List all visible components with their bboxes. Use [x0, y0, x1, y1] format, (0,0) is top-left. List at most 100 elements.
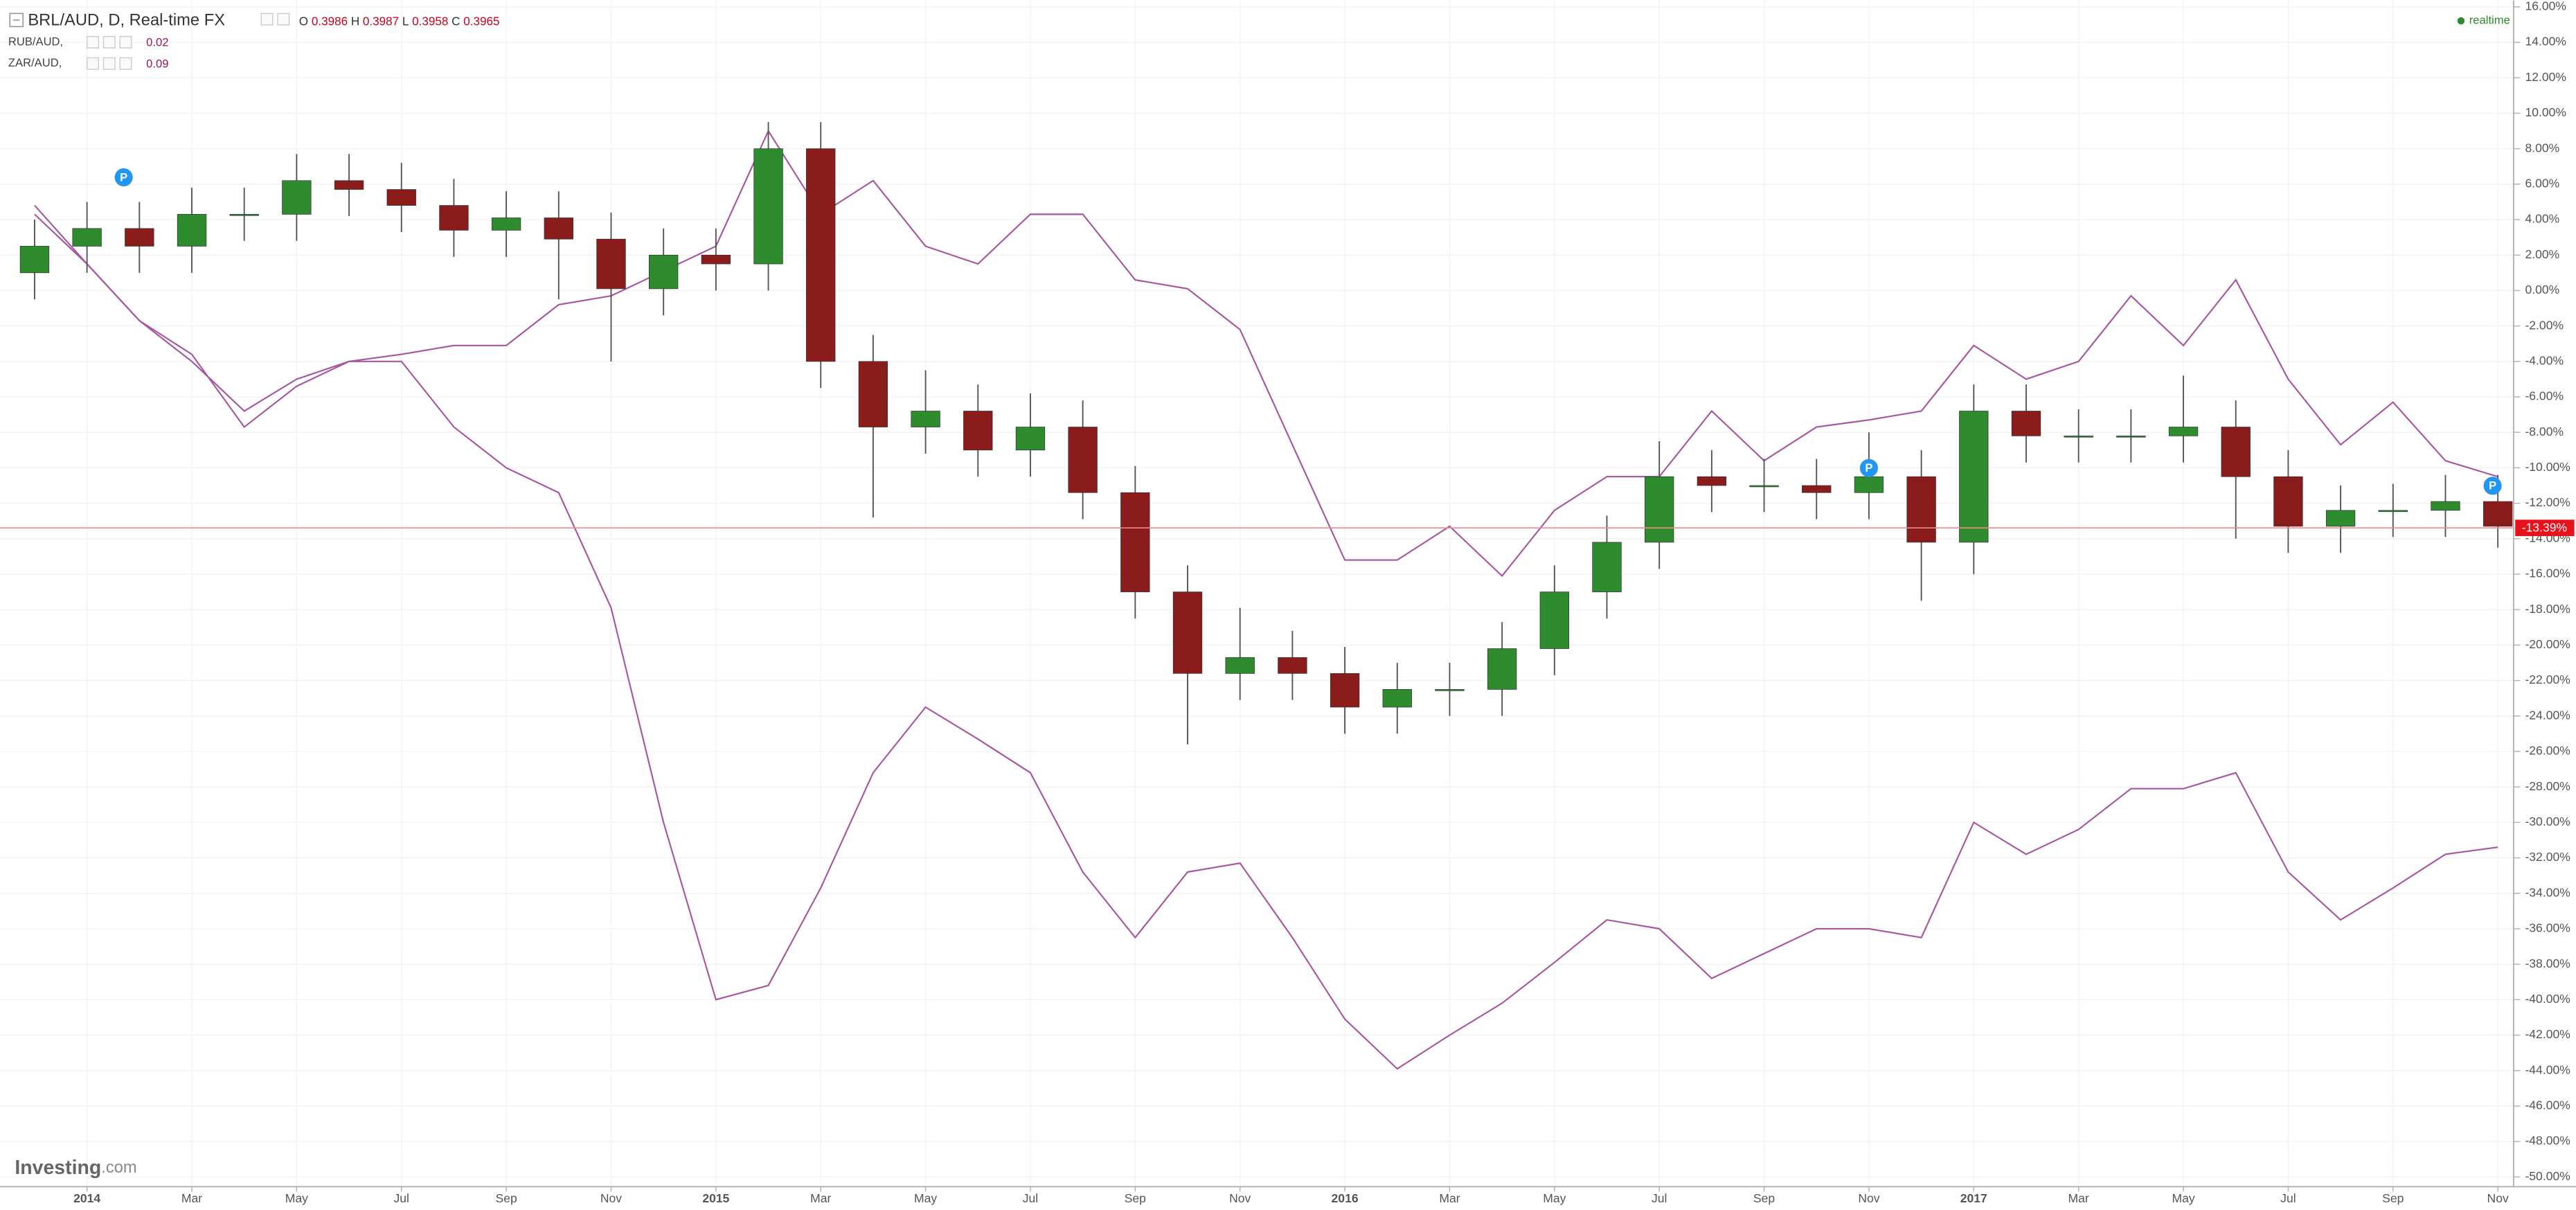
x-tick-label: Jul: [1652, 1191, 1667, 1205]
event-flag-label: P: [1865, 461, 1872, 474]
x-tick-label: May: [2172, 1191, 2194, 1205]
series-line: [34, 129, 2498, 578]
watermark-brand: Investing: [15, 1157, 101, 1179]
y-tick-label: 0.00%: [2525, 283, 2559, 296]
y-tick-label: 8.00%: [2525, 141, 2559, 154]
y-tick-label: -8.00%: [2525, 425, 2564, 438]
candle-body: [2168, 427, 2199, 436]
candle-body: [1382, 689, 1412, 708]
y-tick-label: -32.00%: [2525, 850, 2570, 864]
candle-body: [1906, 476, 1936, 543]
x-tick-label: 2015: [702, 1191, 729, 1205]
candle-body: [1172, 591, 1203, 674]
candle-body: [177, 214, 207, 247]
x-tick-label: Jul: [394, 1191, 409, 1205]
event-flag: [114, 168, 133, 187]
y-tick-label: -12.00%: [2525, 495, 2570, 509]
legend-icon[interactable]: [102, 57, 116, 70]
legend-icon[interactable]: [119, 35, 132, 48]
candle-body: [2064, 435, 2093, 438]
x-tick-label: May: [285, 1191, 308, 1205]
status-label: realtime: [2469, 13, 2510, 26]
event-flag-label: P: [120, 170, 127, 184]
legend-icon[interactable]: [102, 35, 116, 48]
y-tick-label: 10.00%: [2525, 105, 2566, 119]
y-tick-label: 14.00%: [2525, 35, 2566, 48]
y-tick-label: -2.00%: [2525, 318, 2564, 332]
candle-body: [2273, 476, 2303, 527]
candle-body: [491, 217, 521, 231]
candle-body: [439, 205, 469, 231]
ohlc-key: H: [351, 15, 359, 28]
candle-body: [858, 361, 888, 427]
legend-icon[interactable]: [119, 57, 132, 70]
candle-body: [2325, 510, 2356, 527]
candle-body: [1015, 427, 1046, 451]
candle-body: [229, 214, 259, 216]
y-tick-label: 2.00%: [2525, 247, 2559, 261]
candle-body: [282, 180, 312, 215]
candle-body: [2431, 501, 2460, 511]
x-tick-label: 2017: [1960, 1191, 1987, 1205]
y-tick-label: 12.00%: [2525, 70, 2566, 84]
x-tick-label: Sep: [1125, 1191, 1146, 1205]
ohlc-value: 0.3986: [312, 15, 348, 28]
candle-body: [1592, 542, 1622, 592]
candle-body: [1854, 476, 1884, 493]
x-tick-label: Jul: [2280, 1191, 2296, 1205]
legend-entry[interactable]: RUB/AUD,: [8, 35, 63, 48]
settings-icon[interactable]: [260, 12, 274, 26]
y-tick-label: -16.00%: [2525, 567, 2570, 580]
candle-body: [2378, 510, 2408, 513]
event-flag: [2483, 477, 2502, 495]
y-tick-label: 16.00%: [2525, 0, 2566, 13]
collapse-icon[interactable]: [9, 12, 24, 28]
x-tick-label: Sep: [1753, 1191, 1775, 1205]
candle-body: [596, 238, 626, 290]
legend-value: 0.09: [146, 57, 168, 70]
candle-body: [1278, 657, 1307, 674]
y-tick-label: -44.00%: [2525, 1062, 2570, 1076]
ohlc-key: O: [299, 15, 308, 28]
legend-value: 0.02: [146, 36, 168, 49]
event-flag: [1859, 459, 1878, 477]
watermark-suffix: .com: [101, 1159, 136, 1177]
event-flag-label: P: [2489, 479, 2496, 492]
candle-body: [72, 228, 102, 247]
candle-body: [2011, 411, 2041, 436]
y-tick-label: -30.00%: [2525, 815, 2570, 828]
x-tick-label: Mar: [2068, 1191, 2089, 1205]
y-tick-label: -4.00%: [2525, 353, 2564, 367]
plot-area: P P P: [0, 122, 2514, 1070]
legend-icon[interactable]: [87, 57, 100, 70]
x-tick-label: Mar: [810, 1191, 831, 1205]
candle-body: [2116, 435, 2146, 438]
y-tick-label: -42.00%: [2525, 1027, 2570, 1041]
candle-body: [911, 411, 940, 427]
x-tick-label: Nov: [1229, 1191, 1251, 1205]
candle-body: [1330, 673, 1360, 708]
legend-icon[interactable]: [87, 35, 100, 48]
x-tick-label: Nov: [1858, 1191, 1879, 1205]
y-tick-label: -36.00%: [2525, 921, 2570, 935]
y-tick-label: -34.00%: [2525, 885, 2570, 899]
ohlc-value: 0.3958: [412, 15, 448, 28]
y-tick-label: -40.00%: [2525, 992, 2570, 1006]
candle-body: [753, 148, 783, 265]
x-tick-label: Jul: [1023, 1191, 1038, 1205]
y-tick-label: 4.00%: [2525, 212, 2559, 226]
y-tick-label: -26.00%: [2525, 744, 2570, 758]
hide-icon[interactable]: [277, 12, 290, 26]
ohlc-value: 0.3965: [463, 15, 499, 28]
candle-body: [1435, 689, 1465, 691]
legend-entry[interactable]: ZAR/AUD,: [8, 56, 62, 69]
candle-body: [19, 246, 50, 274]
candle-body: [1120, 492, 1150, 592]
y-tick-label: -6.00%: [2525, 389, 2564, 403]
grid: [0, 0, 2514, 1187]
candle-body: [701, 254, 731, 265]
y-tick-label: -38.00%: [2525, 957, 2570, 970]
candle-body: [2483, 501, 2513, 527]
